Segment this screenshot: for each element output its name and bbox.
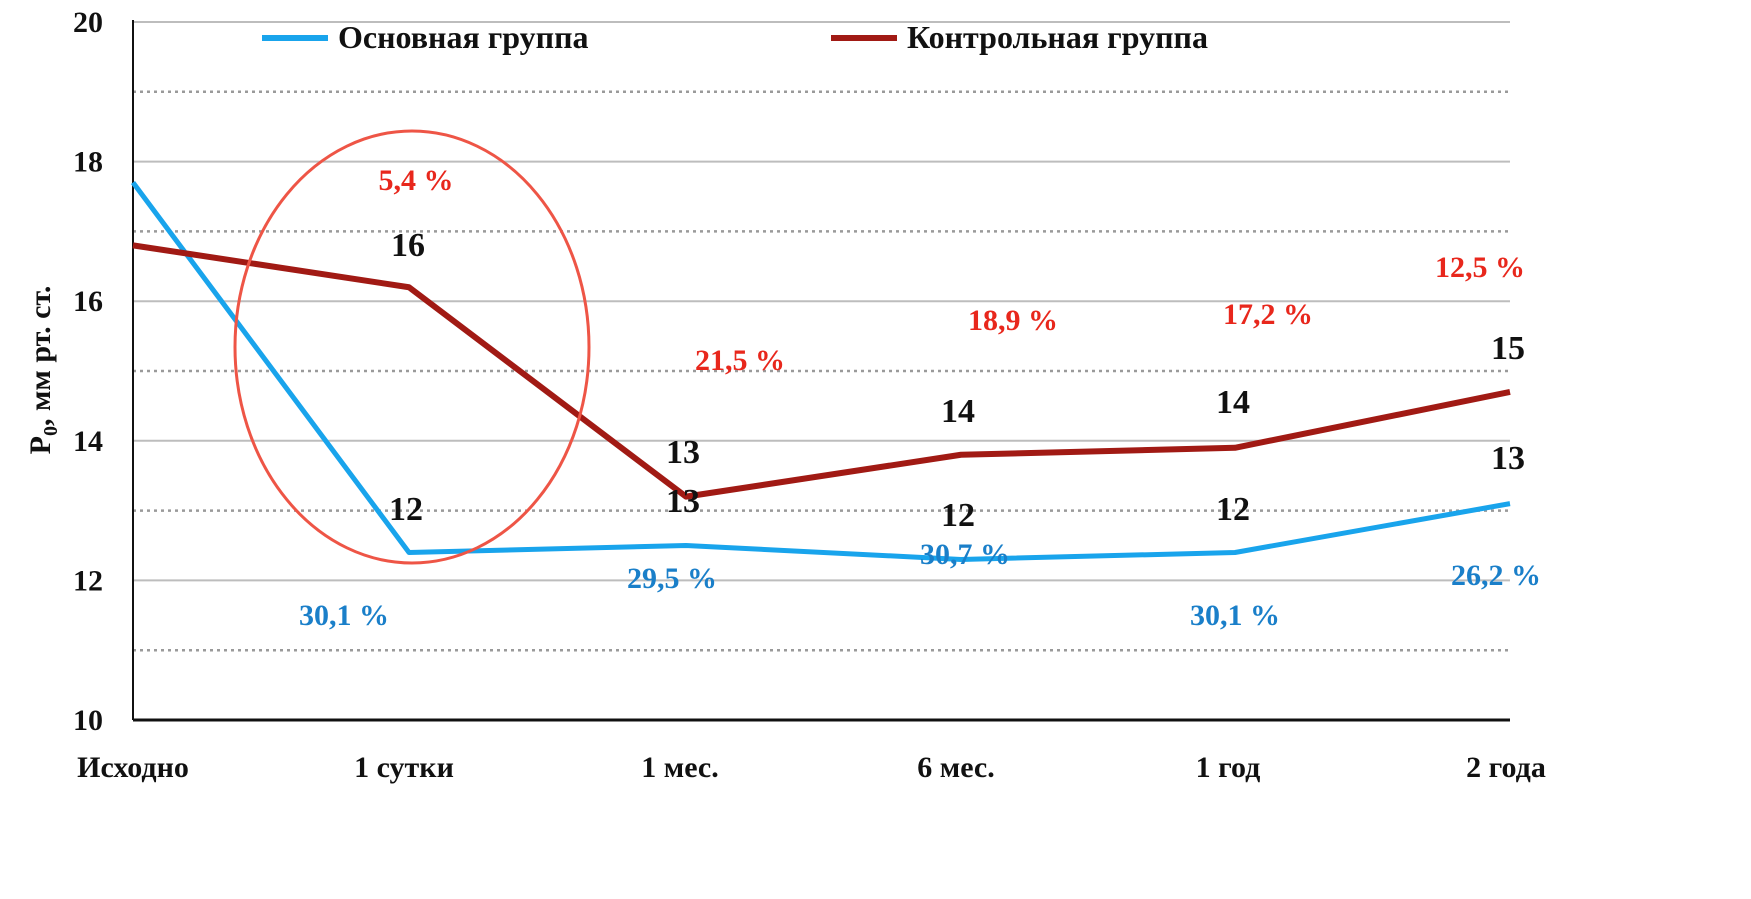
percent-label: 17,2 %: [1223, 298, 1313, 331]
data-label: 12: [1216, 491, 1250, 528]
y-tick-label: 10: [73, 704, 103, 737]
percent-label: 26,2 %: [1451, 559, 1541, 592]
y-axis-title-rest: , мм рт. ст.: [24, 286, 57, 426]
y-tick-label: 16: [73, 285, 103, 318]
data-label: 12: [389, 491, 423, 528]
x-tick-label: 6 мес.: [917, 751, 994, 784]
data-label: 13: [1491, 440, 1525, 477]
percent-label: 30,1 %: [299, 599, 389, 632]
y-tick-label: 20: [73, 6, 103, 39]
y-tick-label: 12: [73, 564, 103, 597]
percent-label: 29,5 %: [627, 562, 717, 595]
y-tick-label: 14: [73, 425, 103, 458]
percent-label: 21,5 %: [695, 344, 785, 377]
legend-label: Основная группа: [338, 19, 589, 55]
legend-label: Контрольная группа: [907, 19, 1208, 55]
percent-label: 12,5 %: [1435, 251, 1525, 284]
x-tick-label: Исходно: [77, 751, 189, 784]
data-label: 13: [666, 434, 700, 471]
x-tick-label: 1 сутки: [354, 751, 454, 784]
series-line-main-group: [130, 181, 1511, 562]
data-label: 16: [391, 227, 425, 264]
data-label: 14: [1216, 384, 1250, 421]
data-label: 15: [1491, 330, 1525, 367]
y-axis-title-main: P: [24, 436, 57, 454]
highlight-ellipse: [233, 129, 591, 565]
percent-label: 18,9 %: [968, 304, 1058, 337]
y-tick-label: 18: [73, 146, 103, 179]
y-axis-title: P0, мм рт. ст.: [24, 286, 62, 455]
percent-label: 5,4 %: [379, 164, 454, 197]
data-label: 13: [666, 483, 700, 520]
percent-label: 30,7 %: [920, 538, 1010, 571]
percent-label: 30,1 %: [1190, 599, 1280, 632]
y-axis-title-subscript: 0: [40, 426, 62, 436]
x-tick-label: 1 мес.: [641, 751, 718, 784]
x-tick-label: 1 год: [1196, 751, 1261, 784]
data-label: 12: [941, 497, 975, 534]
x-tick-label: 2 года: [1466, 751, 1546, 784]
series-line-control-group: [132, 242, 1511, 500]
data-label: 14: [941, 393, 975, 430]
